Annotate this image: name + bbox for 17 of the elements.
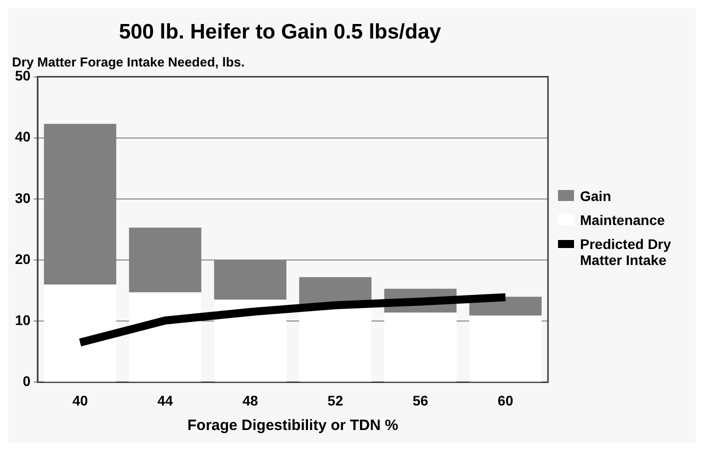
y-tick-label: 0 xyxy=(22,373,31,390)
legend-label: Gain xyxy=(580,188,612,204)
y-tick-label: 10 xyxy=(14,312,31,328)
y-tick-label: 40 xyxy=(14,128,31,145)
legend-label: Predicted Dry Matter Intake xyxy=(580,236,672,268)
x-tick-label: 60 xyxy=(498,392,514,408)
y-axis-title: Dry Matter Forage Intake Needed, lbs. xyxy=(12,54,245,70)
legend-label: Maintenance xyxy=(580,212,665,228)
chart-title: 500 lb. Heifer to Gain 0.5 lbs/day xyxy=(118,20,442,44)
x-tick-label: 44 xyxy=(157,392,174,408)
x-tick-label: 52 xyxy=(328,392,344,408)
y-tick-label: 20 xyxy=(14,250,31,267)
x-tick-label: 40 xyxy=(72,392,88,408)
x-tick-label: 56 xyxy=(412,392,428,408)
y-tick-label: 30 xyxy=(14,190,31,206)
x-tick-label: 48 xyxy=(242,392,258,408)
x-axis-title: Forage Digestibility or TDN % xyxy=(187,417,398,434)
